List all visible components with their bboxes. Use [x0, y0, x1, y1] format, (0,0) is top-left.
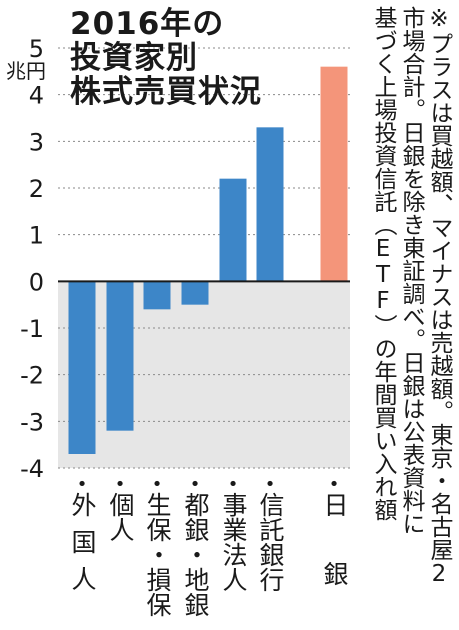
- category-bullet: •: [328, 474, 340, 495]
- y-tick-label: 2: [29, 175, 44, 203]
- category-name: 個人: [106, 492, 135, 542]
- y-tick-label: 4: [29, 82, 44, 110]
- y-tick-label: -3: [20, 408, 44, 436]
- category-bullet: •: [76, 474, 88, 495]
- x-tick-label: • 事業法人: [213, 474, 253, 593]
- chart-title-line-1: 2016年の: [70, 6, 225, 42]
- y-tick-label: 1: [29, 222, 44, 250]
- category-name: 信託銀行: [256, 492, 285, 592]
- y-axis-ticks: 5 4 3 2 1 0 -1 -2 -3 -4: [20, 35, 44, 483]
- x-tick-label: • 日銀: [314, 474, 354, 630]
- chart-title-line-2: 投資家別: [70, 40, 198, 76]
- y-tick-label: 0: [29, 268, 44, 296]
- y-tick-label: -4: [20, 455, 44, 483]
- category-bullet: •: [227, 474, 239, 495]
- category-bullet: •: [264, 474, 276, 495]
- x-tick-label: • 外国人: [62, 474, 102, 604]
- bars: [68, 66, 348, 454]
- x-tick-label: • 生保・損保: [137, 474, 177, 618]
- y-tick-label: -1: [20, 315, 44, 343]
- x-tick-label: • 都銀・地銀: [175, 474, 215, 618]
- bar-chart: 5 4 3 2 1 0 -1 -2 -3 -4 兆円: [6, 35, 350, 483]
- gridlines: [58, 47, 350, 469]
- note-line-1: ※プラスは買越額、マイナスは売越額。東京・名古屋2: [426, 6, 452, 587]
- category-bullet: •: [114, 474, 126, 495]
- x-tick-label: • 信託銀行: [250, 474, 290, 593]
- category-name: 都銀・地銀: [181, 492, 210, 617]
- category-bullet: •: [189, 474, 201, 495]
- y-tick-label: -2: [20, 362, 44, 390]
- category-name: 事業法人: [219, 492, 248, 592]
- category-bullet: •: [151, 474, 163, 495]
- y-tick-label: 3: [29, 128, 44, 156]
- x-tick-label: • 個人: [100, 474, 140, 543]
- bar: [143, 281, 171, 310]
- note-line-3: 基づく上場投資信託（ETF）の年間買い入れ額: [370, 6, 396, 521]
- unit-label: 兆円: [6, 59, 46, 83]
- category-name: 外国人: [68, 492, 97, 603]
- bar: [181, 281, 209, 305]
- bar: [219, 178, 247, 282]
- note-line-2: 市場合計。日銀を除き東証調べ。日銀は公表資料に: [398, 6, 424, 535]
- bar: [320, 66, 348, 282]
- y-tick-label: 5: [29, 35, 44, 63]
- category-name: 日銀: [320, 492, 349, 630]
- bar: [256, 127, 284, 282]
- category-name: 生保・損保: [143, 492, 172, 617]
- chart-title-line-3: 株式売買状況: [70, 74, 262, 110]
- bar: [68, 281, 96, 454]
- bar: [106, 281, 134, 431]
